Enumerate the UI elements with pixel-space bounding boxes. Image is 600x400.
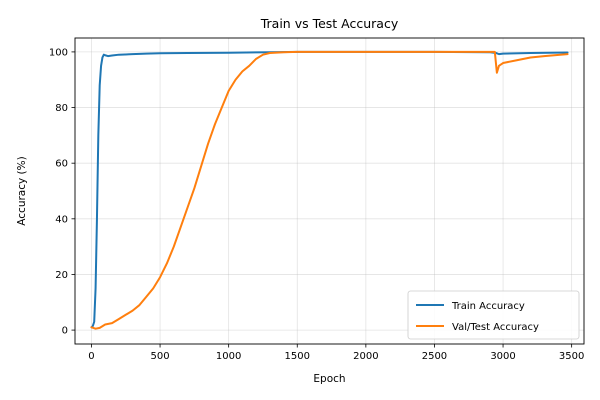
x-tick-label: 0	[88, 351, 94, 362]
chart-title: Train vs Test Accuracy	[260, 16, 399, 31]
y-tick-label: 20	[55, 270, 68, 281]
x-tick-label: 2000	[353, 351, 378, 362]
series-line-val-test-accuracy	[90, 50, 569, 330]
y-tick-label: 0	[62, 326, 68, 337]
plot-area	[74, 37, 585, 345]
series-layer	[90, 50, 569, 330]
x-axis-title: Epoch	[313, 373, 345, 385]
legend: Train Accuracy Val/Test Accuracy	[407, 290, 580, 340]
x-tick-label: 500	[151, 351, 170, 362]
x-tick-label: 2500	[422, 351, 447, 362]
y-tick-label: 40	[55, 214, 68, 225]
legend-label: Train Accuracy	[451, 301, 525, 312]
y-tick-label: 80	[55, 103, 68, 114]
y-axis-title: Accuracy (%)	[16, 156, 28, 225]
x-tick-label: 1000	[216, 351, 241, 362]
legend-label: Val/Test Accuracy	[452, 322, 539, 333]
y-tick-label: 100	[49, 47, 68, 58]
x-tick-label: 3500	[559, 351, 584, 362]
x-tick-label: 1500	[285, 351, 310, 362]
ticks: 0 500 1000 1500 2000 2500 3000 3500 0 20 40 60 80 100	[49, 47, 584, 362]
y-tick-label: 60	[55, 159, 68, 170]
x-tick-label: 3000	[490, 351, 515, 362]
legend-box	[407, 290, 580, 340]
